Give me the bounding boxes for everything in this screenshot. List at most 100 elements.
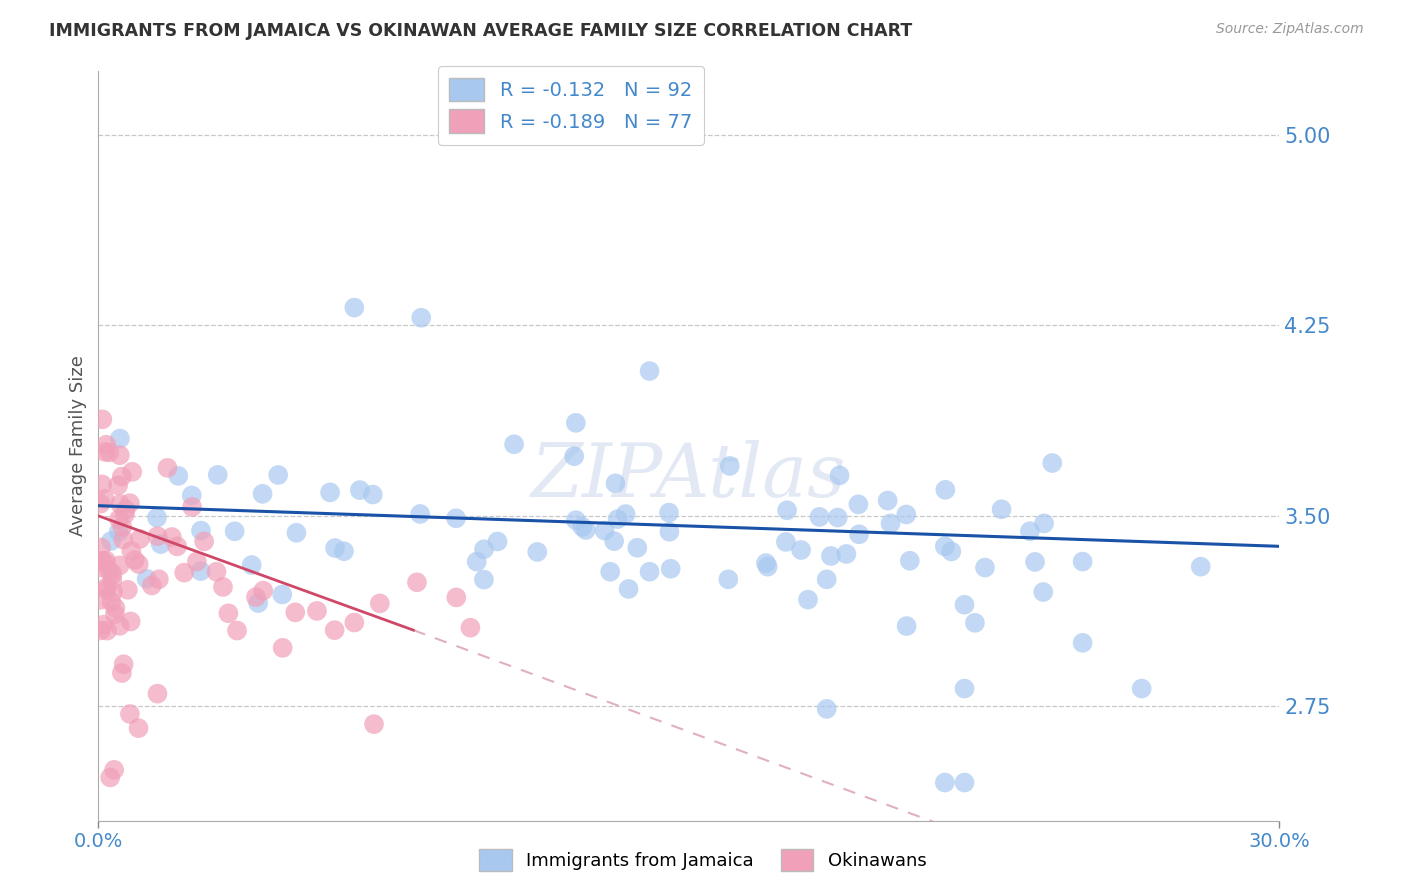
Point [1032,585,1054,599]
Point [718,458,741,473]
Point [124,553,146,567]
Point [252,583,274,598]
Point [108,512,131,526]
Point [444,511,467,525]
Point [827,510,849,524]
Point [898,554,921,568]
Point [953,598,976,612]
Point [815,572,838,586]
Point [659,562,682,576]
Point [333,544,356,558]
Point [472,542,495,557]
Point [343,615,366,630]
Point [160,530,183,544]
Point [173,566,195,580]
Point [186,555,208,569]
Point [91,477,114,491]
Point [271,587,294,601]
Point [101,566,124,581]
Point [565,513,588,527]
Point [111,520,134,534]
Point [96,438,118,452]
Point [94,556,117,570]
Point [212,580,235,594]
Point [240,558,263,572]
Point [98,564,121,578]
Point [217,607,239,621]
Point [90,541,112,555]
Point [121,465,143,479]
Point [271,640,294,655]
Point [775,535,797,549]
Point [323,541,346,555]
Point [114,508,136,522]
Point [658,506,681,520]
Point [411,310,433,325]
Point [101,574,124,588]
Text: IMMIGRANTS FROM JAMAICA VS OKINAWAN AVERAGE FAMILY SIZE CORRELATION CHART: IMMIGRANTS FROM JAMAICA VS OKINAWAN AVER… [49,22,912,40]
Point [91,412,114,426]
Point [94,553,117,567]
Point [363,717,385,731]
Point [107,478,129,492]
Point [896,619,918,633]
Point [934,539,956,553]
Point [593,524,616,538]
Point [848,497,870,511]
Point [349,483,371,497]
Point [562,449,585,463]
Point [1024,555,1046,569]
Point [149,537,172,551]
Point [835,547,858,561]
Point [776,503,799,517]
Point [638,364,661,378]
Point [953,681,976,696]
Point [167,468,190,483]
Point [89,497,111,511]
Point [90,624,112,638]
Point [626,541,648,555]
Point [285,525,308,540]
Point [717,572,740,586]
Point [91,554,114,568]
Point [205,565,228,579]
Point [896,508,918,522]
Point [876,493,898,508]
Point [98,445,121,459]
Point [146,687,169,701]
Point [575,523,598,537]
Point [96,582,118,597]
Text: Source: ZipAtlas.com: Source: ZipAtlas.com [1216,22,1364,37]
Y-axis label: Average Family Size: Average Family Size [69,356,87,536]
Point [104,601,127,615]
Point [114,502,136,516]
Point [180,488,202,502]
Point [108,432,131,446]
Point [89,592,111,607]
Point [118,496,141,510]
Point [1040,456,1063,470]
Point [503,437,526,451]
Point [190,524,212,538]
Point [108,448,131,462]
Point [599,565,621,579]
Point [460,621,482,635]
Point [974,560,997,574]
Point [118,706,141,721]
Point [100,534,122,549]
Point [797,592,820,607]
Point [156,461,179,475]
Point [112,657,135,672]
Point [104,607,127,621]
Point [605,476,627,491]
Point [110,497,132,511]
Point [96,624,118,638]
Point [446,591,468,605]
Point [361,487,384,501]
Point [1071,555,1094,569]
Point [879,516,901,531]
Point [409,507,432,521]
Point [990,502,1012,516]
Point [141,578,163,592]
Point [148,572,170,586]
